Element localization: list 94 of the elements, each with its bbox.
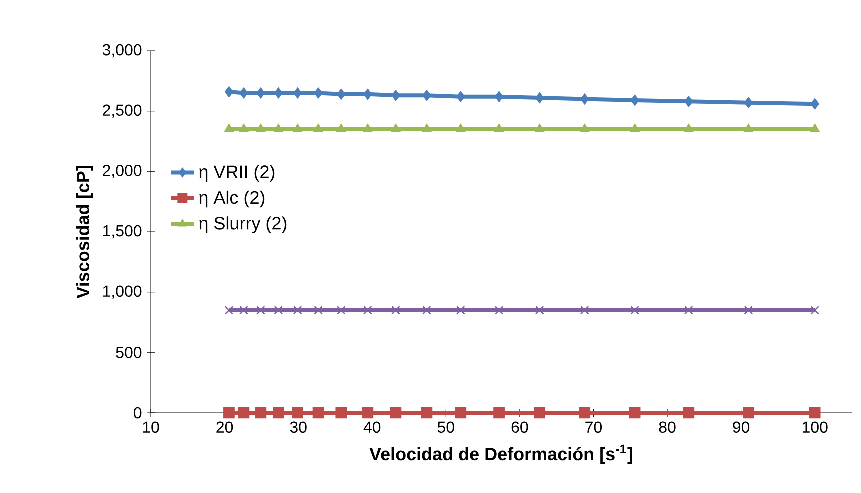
point [684, 96, 694, 108]
point [743, 407, 754, 419]
x-tick-label: 100 [802, 422, 828, 434]
point [274, 88, 283, 99]
point [534, 124, 545, 132]
point [239, 124, 249, 132]
x-tick-label: 40 [364, 422, 381, 434]
point [421, 407, 433, 419]
y-tick-label: 3,000 [102, 44, 142, 58]
x-tick-label: 60 [512, 422, 528, 434]
point [422, 306, 432, 315]
point [422, 90, 432, 102]
legend-label: η Alc (2) [200, 190, 265, 208]
point [272, 407, 284, 419]
point [240, 306, 248, 315]
point [255, 407, 267, 419]
y-tick-label: 1,000 [103, 286, 142, 299]
point [810, 98, 820, 110]
point [294, 88, 302, 99]
point [456, 306, 466, 315]
point [312, 407, 324, 419]
point [224, 124, 234, 132]
point [336, 124, 346, 132]
x-axis-title: Velocidad de Deformación [s$^{-1}$] [370, 444, 632, 464]
point [629, 407, 641, 419]
point [422, 124, 432, 132]
point [456, 91, 466, 103]
point [390, 407, 402, 419]
point [684, 306, 694, 315]
point [256, 306, 266, 315]
point [314, 124, 324, 132]
x-tick-label: 20 [216, 422, 234, 434]
point [683, 407, 695, 419]
point [744, 97, 754, 109]
point [494, 124, 504, 132]
point [293, 306, 302, 315]
y-tick-label: 500 [116, 346, 142, 358]
point [580, 94, 590, 105]
y-tick-label: 2,000 [103, 165, 142, 178]
point [630, 124, 640, 132]
point [240, 88, 248, 99]
point [392, 306, 400, 315]
point [579, 407, 591, 419]
point [256, 124, 266, 132]
point [364, 306, 372, 315]
legend-label: η Slurry (2) [200, 216, 287, 234]
point [274, 124, 284, 132]
point [336, 306, 346, 315]
point [534, 407, 546, 419]
point [630, 306, 640, 315]
point [256, 88, 266, 99]
x-tick-label: 50 [438, 422, 454, 434]
point [810, 306, 820, 315]
x-tick-label: 90 [733, 422, 750, 434]
legend-label: η VRII (2) [200, 165, 275, 182]
x-tick-label: 70 [586, 422, 602, 434]
point [362, 124, 373, 132]
point [536, 92, 544, 104]
point [238, 407, 250, 419]
y-tick-label: 1,500 [103, 225, 142, 239]
point [292, 407, 304, 419]
point [455, 407, 467, 419]
point [314, 88, 323, 99]
x-tick-label: 30 [290, 422, 307, 434]
point [580, 124, 590, 132]
y-tick-label: 2,500 [103, 104, 142, 118]
point [535, 306, 544, 315]
point [224, 407, 235, 419]
point [744, 306, 754, 315]
point [274, 306, 284, 315]
point [809, 407, 821, 419]
point [580, 306, 590, 315]
y-axis-title: Viscosidad [cP] [76, 166, 94, 299]
x-tick-label: 80 [659, 422, 676, 434]
point [364, 88, 372, 100]
point [630, 94, 640, 106]
point [810, 124, 820, 132]
point [392, 90, 400, 102]
point [314, 306, 323, 315]
x-tick-label: 10 [143, 422, 160, 434]
point [684, 124, 694, 132]
point [744, 124, 754, 132]
point [494, 407, 505, 419]
point [292, 124, 303, 132]
point [224, 86, 234, 98]
point [391, 124, 401, 132]
point [224, 306, 234, 315]
point [494, 306, 504, 315]
point [456, 124, 466, 132]
y-tick-label: 0 [134, 407, 142, 419]
point [337, 88, 346, 100]
point [336, 407, 348, 419]
point [362, 407, 374, 419]
point [494, 91, 504, 103]
